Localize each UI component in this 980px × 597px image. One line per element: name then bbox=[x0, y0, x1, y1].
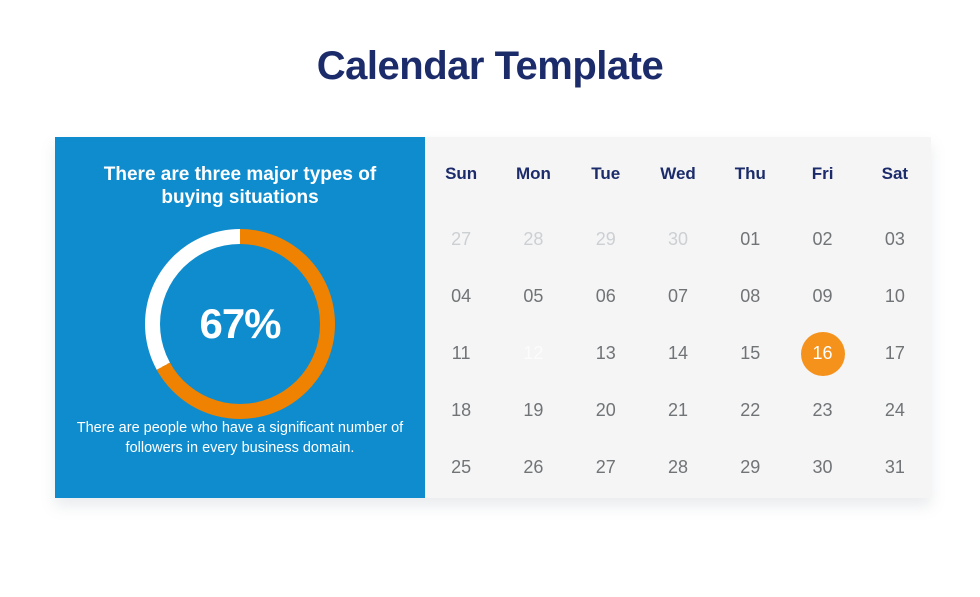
day-number: 25 bbox=[451, 457, 472, 477]
day-number: 20 bbox=[595, 400, 616, 420]
day-number: 17 bbox=[884, 343, 905, 363]
day-number: 21 bbox=[667, 400, 688, 420]
donut-hole: 67% bbox=[160, 244, 320, 405]
day-cell[interactable]: 26 bbox=[497, 439, 569, 496]
day-header-sat: Sat bbox=[881, 164, 909, 183]
day-number: 30 bbox=[667, 229, 688, 249]
day-cell[interactable]: 30 bbox=[642, 211, 714, 268]
day-cell[interactable]: 31 bbox=[859, 439, 931, 496]
day-cell[interactable]: 02 bbox=[786, 211, 858, 268]
donut-percent-label: 67% bbox=[199, 300, 281, 348]
day-cell[interactable]: 10 bbox=[859, 268, 931, 325]
day-number: 28 bbox=[667, 457, 688, 477]
day-cell[interactable]: 08 bbox=[714, 268, 786, 325]
day-header-mon: Mon bbox=[515, 164, 551, 183]
day-number: 31 bbox=[884, 457, 905, 477]
day-number: 22 bbox=[740, 400, 761, 420]
donut-chart: 67% bbox=[145, 229, 335, 420]
day-header-tue: Tue bbox=[591, 164, 621, 183]
day-cell[interactable]: 06 bbox=[570, 268, 642, 325]
day-cell[interactable]: 18 bbox=[425, 382, 497, 439]
infographic-heading: There are three major types of buying si… bbox=[103, 164, 377, 209]
day-number: 16 bbox=[800, 331, 845, 376]
day-number: 12 bbox=[523, 343, 544, 363]
day-number: 01 bbox=[740, 229, 761, 249]
day-number: 10 bbox=[884, 286, 905, 306]
day-number: 26 bbox=[523, 457, 544, 477]
day-cell[interactable]: 27 bbox=[570, 439, 642, 496]
day-number: 11 bbox=[451, 343, 471, 363]
day-number: 23 bbox=[812, 400, 833, 420]
day-cell[interactable]: 05 bbox=[497, 268, 569, 325]
day-cell[interactable]: 29 bbox=[714, 439, 786, 496]
day-number: 19 bbox=[523, 400, 544, 420]
day-cell[interactable]: 24 bbox=[859, 382, 931, 439]
day-cell[interactable]: 09 bbox=[786, 268, 858, 325]
day-cell[interactable]: 21 bbox=[642, 382, 714, 439]
day-cell[interactable]: 28 bbox=[642, 439, 714, 496]
day-cell[interactable]: 25 bbox=[425, 439, 497, 496]
day-cell[interactable]: 20 bbox=[570, 382, 642, 439]
day-cell[interactable]: 04 bbox=[425, 268, 497, 325]
day-number: 27 bbox=[595, 457, 616, 477]
day-number: 18 bbox=[451, 400, 472, 420]
day-cell[interactable]: 19 bbox=[497, 382, 569, 439]
day-number: 29 bbox=[740, 457, 761, 477]
day-number: 29 bbox=[595, 229, 616, 249]
day-number: 06 bbox=[595, 286, 616, 306]
day-number: 05 bbox=[523, 286, 544, 306]
day-cell[interactable]: 22 bbox=[714, 382, 786, 439]
day-cell[interactable]: 28 bbox=[497, 211, 569, 268]
day-cell-selected[interactable]: 16 bbox=[786, 325, 858, 382]
day-cell[interactable]: 07 bbox=[642, 268, 714, 325]
day-header-thu: Thu bbox=[734, 164, 766, 183]
day-header-sun: Sun bbox=[445, 164, 478, 183]
day-number: 24 bbox=[884, 400, 905, 420]
day-cell[interactable]: 01 bbox=[714, 211, 786, 268]
day-cell[interactable]: 17 bbox=[859, 325, 931, 382]
day-cell[interactable]: 23 bbox=[786, 382, 858, 439]
day-number: 04 bbox=[451, 286, 472, 306]
day-number: 15 bbox=[740, 343, 761, 363]
day-cell[interactable]: 12 bbox=[497, 325, 569, 382]
day-number: 02 bbox=[812, 229, 833, 249]
day-cell[interactable]: 14 bbox=[642, 325, 714, 382]
day-number: 27 bbox=[451, 229, 472, 249]
day-number: 30 bbox=[812, 457, 833, 477]
infographic-description: There are people who have a significant … bbox=[76, 420, 404, 456]
day-number: 08 bbox=[740, 286, 761, 306]
page-title: Calendar Template bbox=[316, 44, 664, 88]
calendar: Sun Mon Tue Wed Thu Fri Sat 27 28 29 30 … bbox=[425, 137, 931, 498]
content-panels: There are three major types of buying si… bbox=[55, 137, 931, 498]
day-cell[interactable]: 03 bbox=[859, 211, 931, 268]
day-cell[interactable]: 11 bbox=[425, 325, 497, 382]
day-cell[interactable]: 13 bbox=[570, 325, 642, 382]
day-number: 14 bbox=[667, 343, 688, 363]
infographic-panel: There are three major types of buying si… bbox=[55, 137, 425, 498]
day-number: 28 bbox=[523, 229, 544, 249]
day-number: 13 bbox=[595, 343, 616, 363]
day-cell[interactable]: 27 bbox=[425, 211, 497, 268]
day-cell[interactable]: 15 bbox=[714, 325, 786, 382]
day-number: 09 bbox=[812, 286, 833, 306]
day-cell[interactable]: 29 bbox=[570, 211, 642, 268]
day-number: 03 bbox=[884, 229, 905, 249]
day-cell[interactable]: 30 bbox=[786, 439, 858, 496]
day-header-wed: Wed bbox=[660, 164, 696, 183]
day-number: 07 bbox=[667, 286, 688, 306]
day-header-fri: Fri bbox=[811, 164, 834, 183]
